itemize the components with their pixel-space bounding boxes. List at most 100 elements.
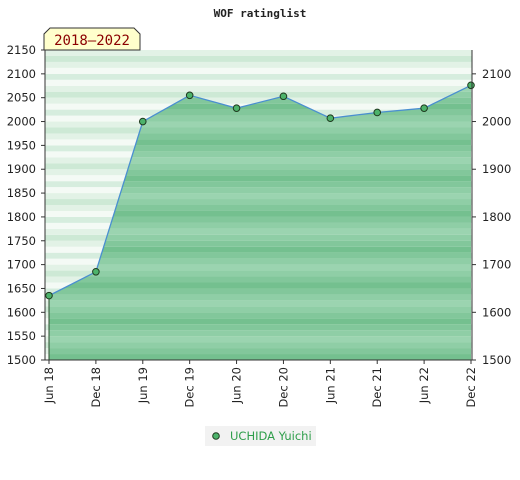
y-tick-label-left: 1900 [7, 162, 36, 176]
x-axis-labels: Jun 18 Dec 18 Jun 19 Dec 19 Jun 20 Dec 20 Jun … [42, 360, 478, 408]
data-point [279, 92, 288, 101]
background-band [45, 85, 472, 92]
y-tick-label-left: 2050 [7, 91, 36, 105]
area-band [49, 252, 471, 259]
area-band [49, 258, 471, 265]
x-tick-label: Dec 21 [370, 367, 384, 408]
period-badge: 2018–2022 [43, 27, 141, 51]
data-point [92, 267, 100, 276]
area-band [49, 193, 471, 200]
series-line-group [48, 84, 472, 360]
x-tick-label: Dec 22 [464, 367, 478, 408]
area-band [49, 115, 471, 122]
area-band [49, 205, 471, 211]
area-band [49, 216, 471, 223]
area-band [49, 127, 471, 134]
data-point [420, 104, 428, 112]
area-band [49, 324, 471, 331]
area-band [49, 151, 471, 158]
area-band [49, 187, 471, 194]
legend: UCHIDA Yuichi [205, 426, 316, 446]
area-band [49, 234, 471, 241]
area-band [49, 133, 471, 140]
x-tick-label: Jun 18 [42, 367, 56, 404]
period-badge-box [43, 27, 141, 51]
area-band [49, 157, 471, 164]
y-tick-label-left: 1850 [7, 186, 36, 200]
area-band [49, 264, 471, 271]
y-tick-label-right: 2100 [482, 67, 511, 81]
area-band [49, 121, 471, 128]
y-axis-right: 1500 1600 1700 1800 1900 2000 2100 [472, 67, 511, 367]
data-points [45, 81, 475, 300]
area-band [49, 312, 471, 319]
area-band [49, 163, 471, 170]
chart-title: WOF ratinglist [214, 7, 307, 20]
y-axis-left: 1500 1550 1600 1650 1700 1750 1800 1850 1900 1950… [7, 43, 45, 367]
data-point [467, 81, 475, 90]
data-point [138, 117, 147, 126]
data-point [185, 91, 194, 100]
area-band [49, 246, 471, 253]
background-band [45, 91, 472, 98]
y-tick-label-left: 1500 [7, 353, 36, 367]
y-tick-label-right: 1700 [482, 258, 511, 272]
y-tick-label-left: 1600 [7, 305, 36, 319]
area-band [49, 342, 471, 349]
data-point [326, 114, 335, 122]
y-tick-label-left: 2150 [7, 43, 36, 57]
y-tick-label-right: 2000 [482, 115, 511, 129]
x-tick-label: Jun 19 [136, 367, 150, 404]
area-band [49, 282, 471, 289]
area-band [49, 330, 471, 337]
area-band [49, 222, 471, 229]
series-line [48, 84, 472, 297]
area-band [49, 169, 471, 176]
area-band [49, 276, 471, 283]
data-point [45, 291, 53, 300]
background-band [45, 79, 472, 86]
area-band [49, 348, 471, 355]
area-band [49, 228, 471, 235]
data-point [373, 108, 382, 117]
background-band [45, 55, 472, 62]
area-band [49, 199, 471, 205]
area-fill [49, 85, 471, 360]
y-tick-label-left: 1750 [7, 234, 36, 248]
y-tick-label-right: 1500 [482, 353, 511, 367]
background-band [45, 97, 472, 104]
area-band [49, 139, 471, 146]
x-tick-label: Jun 22 [417, 367, 431, 404]
y-tick-label-left: 1700 [7, 258, 36, 272]
x-tick-label: Dec 20 [276, 367, 290, 408]
background-band [45, 73, 472, 80]
area-band [49, 336, 471, 343]
area-band [49, 181, 471, 188]
y-tick-label-right: 1800 [482, 210, 511, 224]
y-tick-label-left: 1650 [7, 281, 36, 295]
legend-marker [212, 432, 220, 440]
area-band [49, 145, 471, 152]
background-band [45, 61, 472, 68]
background-band [45, 67, 472, 74]
area-band [49, 300, 471, 307]
x-tick-label: Dec 19 [183, 367, 197, 408]
y-tick-label-left: 1950 [7, 138, 36, 152]
x-tick-label: Jun 21 [323, 367, 337, 404]
area-band [49, 354, 471, 360]
y-tick-label-left: 2100 [7, 67, 36, 81]
y-tick-label-left: 1550 [7, 329, 36, 343]
area-band [49, 318, 471, 325]
area-band [49, 240, 471, 247]
y-tick-label-left: 2000 [7, 115, 36, 129]
y-tick-label-right: 1600 [482, 305, 511, 319]
legend-label: UCHIDA Yuichi [230, 429, 312, 443]
period-badge-label: 2018–2022 [54, 33, 130, 49]
area-band [49, 270, 471, 277]
area-band [49, 306, 471, 313]
area-band [49, 210, 471, 217]
background-band [45, 50, 472, 56]
area-band [49, 288, 471, 295]
area-band [49, 175, 471, 182]
